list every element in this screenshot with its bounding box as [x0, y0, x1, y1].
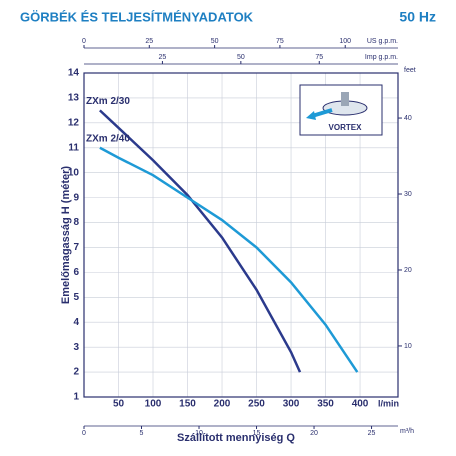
x-tick-label: 400 [352, 399, 369, 410]
secondary-tick-label: 50 [237, 54, 245, 61]
y-tick-label: 14 [68, 68, 80, 79]
y-tick-label: 4 [73, 317, 79, 328]
vortex-icon: VORTEX [299, 84, 383, 136]
secondary-tick-label: 0 [82, 430, 86, 437]
y-tick-label: 5 [73, 292, 79, 303]
x-tick-label: 150 [179, 399, 196, 410]
y-tick-label: 12 [68, 117, 80, 128]
legend-label: ZXm 2/40 [86, 133, 130, 144]
y-tick-label: 6 [73, 267, 79, 278]
x-tick-label: 50 [113, 399, 125, 410]
y-tick-label: 1 [73, 392, 79, 403]
secondary-tick-label: 75 [276, 38, 284, 45]
x-tick-label: 250 [248, 399, 265, 410]
secondary-tick-label: 0 [82, 38, 86, 45]
secondary-tick-label: 100 [339, 38, 351, 45]
series-line [99, 146, 359, 373]
y2-tick-label: 40 [404, 115, 412, 122]
y-tick-label: 8 [73, 217, 79, 228]
y2-tick-label: 10 [404, 343, 412, 350]
chart-subtitle: 50 Hz [399, 9, 436, 25]
y-tick-label: 3 [73, 342, 79, 353]
x-tick-label: 350 [317, 399, 334, 410]
secondary-tick-label: 25 [368, 430, 376, 437]
secondary-tick-label: 75 [315, 54, 323, 61]
y-axis-title: Emelőmagasság H (méter) [60, 166, 72, 304]
y-tick-label: 9 [73, 192, 79, 203]
secondary-tick-label: 15 [253, 430, 261, 437]
secondary-axis-title: m³/h [400, 428, 414, 435]
secondary-tick-label: 10 [195, 430, 203, 437]
secondary-tick-label: 50 [211, 38, 219, 45]
y-tick-label: 7 [73, 242, 79, 253]
secondary-tick-label: 20 [310, 430, 318, 437]
y-tick-label: 11 [68, 142, 79, 153]
x-axis-title: Szállított mennyiség Q [177, 432, 295, 444]
legend-label: ZXm 2/30 [86, 96, 130, 107]
y-tick-label: 2 [73, 367, 79, 378]
icon-label: VORTEX [329, 123, 363, 132]
y2-tick-label: 30 [404, 191, 412, 198]
secondary-axis-title: US g.p.m. [367, 38, 398, 45]
series-line [99, 109, 302, 373]
y2-tick-label: 20 [404, 267, 412, 274]
chart-title: GÖRBÉK ÉS TELJESÍTMÉNYADATOK [20, 9, 254, 24]
secondary-tick-label: 5 [140, 430, 144, 437]
x-tick-label: 200 [214, 399, 231, 410]
secondary-axis-title: Imp g.p.m. [365, 54, 398, 61]
x-unit: l/min [378, 398, 399, 408]
plot-frame [83, 72, 399, 398]
x-tick-label: 100 [145, 399, 162, 410]
y-tick-label: 10 [68, 167, 80, 178]
secondary-tick-label: 25 [159, 54, 167, 61]
x-tick-label: 300 [283, 399, 300, 410]
secondary-tick-label: 25 [145, 38, 153, 45]
y2-axis-title: feet [404, 67, 416, 74]
y-tick-label: 13 [68, 93, 80, 104]
